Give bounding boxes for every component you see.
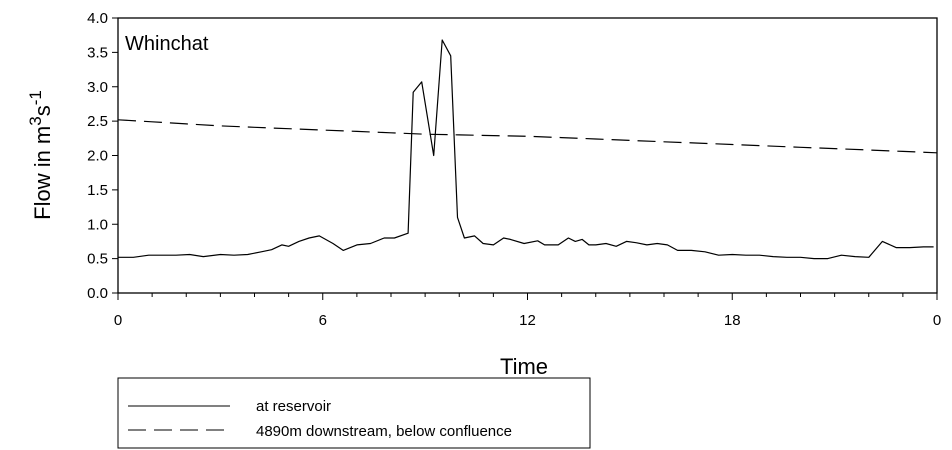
series-line-downstream xyxy=(117,119,938,154)
y-tick-label: 2.0 xyxy=(87,148,108,165)
y-tick-label: 4.0 xyxy=(87,10,108,27)
x-axis: 0 6 12 18 0 xyxy=(114,293,941,329)
y-tick-label: 1.0 xyxy=(87,216,108,233)
legend: at reservoir 4890m downstream, below con… xyxy=(117,377,591,449)
y-axis-title-sup2: -1 xyxy=(26,90,45,105)
y-axis-title-prefix: Flow in m xyxy=(30,126,55,220)
y-tick-label: 3.0 xyxy=(87,79,108,96)
y-axis-title-mid: s xyxy=(30,105,55,116)
chart-title: Whinchat xyxy=(125,33,209,55)
x-tick-label: 12 xyxy=(519,312,536,329)
x-axis-title: Time xyxy=(500,354,548,379)
series-line-reservoir xyxy=(118,39,934,260)
y-tick-label: 2.5 xyxy=(87,113,108,130)
x-tick-label: 6 xyxy=(319,312,327,329)
plot-area: Whinchat 0.0 0.5 1.0 1.5 2.0 2.5 3.0 3.5 4.0 0 6 1… xyxy=(87,10,941,329)
y-axis: 0.0 0.5 1.0 1.5 2.0 2.5 3.0 3.5 4.0 xyxy=(87,10,118,302)
y-tick-label: 0.5 xyxy=(87,251,108,268)
y-tick-label: 0.0 xyxy=(87,285,108,302)
series-layer xyxy=(117,39,938,260)
y-axis-title: Flow in m3s-1 xyxy=(26,90,55,220)
x-tick-label: 18 xyxy=(724,312,741,329)
y-tick-label: 3.5 xyxy=(87,44,108,61)
legend-box xyxy=(117,377,591,449)
y-tick-label: 1.5 xyxy=(87,182,108,199)
x-tick-label: 0 xyxy=(933,312,941,329)
y-axis-title-sup1: 3 xyxy=(26,116,45,125)
legend-label-reservoir: at reservoir xyxy=(256,398,331,415)
x-tick-label: 0 xyxy=(114,312,122,329)
plot-frame xyxy=(117,17,938,294)
legend-label-downstream: 4890m downstream, below confluence xyxy=(256,423,512,440)
